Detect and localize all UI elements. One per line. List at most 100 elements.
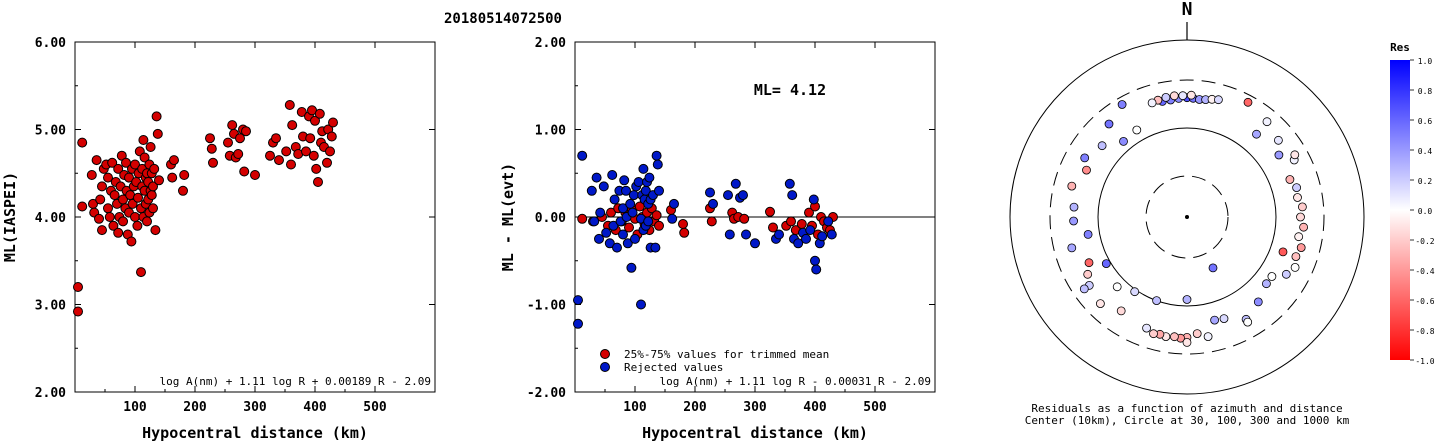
left-point-s0 bbox=[150, 225, 161, 236]
middle-point-s1 bbox=[805, 225, 816, 236]
left-point-s0 bbox=[328, 117, 338, 128]
polar-station-point bbox=[1084, 258, 1094, 268]
left-point-s0 bbox=[286, 159, 296, 170]
left-point-s0 bbox=[94, 213, 104, 224]
middle-point-s1 bbox=[811, 264, 822, 275]
middle-point-s0 bbox=[768, 222, 778, 233]
middle-formula: log A(nm) + 1.11 log R - 0.00031 R - 2.0… bbox=[659, 375, 931, 388]
middle-xtick-label: 200 bbox=[683, 400, 707, 415]
left-point-s0 bbox=[77, 137, 88, 148]
left-point-s0 bbox=[148, 181, 158, 192]
polar-caption-line2: Center (10km), Circle at 30, 100, 300 an… bbox=[1025, 414, 1350, 427]
middle-ytick-label: -2.00 bbox=[527, 386, 566, 401]
left-point-s0 bbox=[108, 220, 119, 231]
polar-station-point bbox=[1210, 315, 1219, 325]
middle-point-s1 bbox=[601, 227, 612, 238]
middle-point-s0 bbox=[739, 213, 750, 224]
left-point-s0 bbox=[73, 306, 83, 317]
polar-station-point bbox=[1083, 229, 1093, 239]
middle-xtick-label: 300 bbox=[743, 400, 767, 415]
middle-point-s1 bbox=[823, 216, 834, 227]
middle-point-s1 bbox=[619, 175, 630, 186]
middle-point-s1 bbox=[591, 172, 602, 183]
polar-station-point bbox=[1278, 247, 1288, 257]
legend-marker-trimmed bbox=[600, 349, 610, 359]
middle-point-s1 bbox=[627, 207, 638, 218]
left-point-s0 bbox=[138, 135, 149, 145]
colorbar-tick-label: 0.0 bbox=[1418, 207, 1433, 216]
left-point-s0 bbox=[241, 126, 251, 137]
middle-point-s1 bbox=[573, 318, 583, 329]
middle-point-s1 bbox=[644, 172, 655, 183]
left-point-s0 bbox=[73, 282, 83, 292]
middle-point-s1 bbox=[817, 231, 828, 242]
polar-station-point bbox=[1243, 317, 1253, 327]
middle-point-s1 bbox=[573, 295, 583, 306]
middle-point-s0 bbox=[678, 219, 688, 229]
polar-station-point bbox=[1169, 91, 1179, 101]
left-ytick-label: 3.00 bbox=[35, 299, 66, 314]
left-point-s0 bbox=[148, 203, 158, 214]
ml-annotation: ML= 4.12 bbox=[754, 81, 826, 99]
middle-point-s1 bbox=[651, 150, 662, 161]
middle-point-s1 bbox=[826, 229, 837, 240]
polar-station-point bbox=[1186, 90, 1196, 100]
polar-station-point bbox=[1083, 269, 1093, 279]
middle-point-s1 bbox=[724, 229, 735, 240]
polar-station-point bbox=[1281, 269, 1291, 279]
middle-point-s1 bbox=[586, 185, 597, 196]
left-point-s0 bbox=[103, 203, 113, 214]
middle-point-s0 bbox=[804, 207, 814, 218]
middle-point-s1 bbox=[604, 238, 615, 249]
left-point-s0 bbox=[142, 216, 152, 227]
left-point-s0 bbox=[308, 150, 319, 161]
middle-point-s1 bbox=[667, 213, 678, 224]
left-point-s0 bbox=[77, 201, 88, 212]
left-point-s0 bbox=[167, 172, 178, 183]
left-panel: 100 200 300 400 500 2.00 3.00 4.00 5.00 6.00 ML(I… bbox=[1, 36, 436, 441]
polar-panel: N Residuals as a function of azimuth and… bbox=[1009, 0, 1365, 427]
middle-point-s1 bbox=[774, 229, 784, 240]
middle-point-s0 bbox=[651, 210, 662, 221]
left-formula: log A(nm) + 1.11 log R + 0.00189 R - 2.0… bbox=[159, 375, 431, 388]
polar-station-point bbox=[1104, 119, 1114, 129]
left-point-s0 bbox=[235, 133, 245, 144]
polar-station-point bbox=[1214, 95, 1223, 105]
ring-30km bbox=[1145, 175, 1229, 259]
left-point-s0 bbox=[223, 137, 233, 148]
middle-point-s1 bbox=[633, 177, 644, 187]
colorbar-tick-label: -1.0 bbox=[1415, 357, 1434, 366]
polar-station-point bbox=[1294, 232, 1304, 242]
polar-station-point bbox=[1069, 216, 1078, 226]
left-point-s0 bbox=[124, 172, 134, 183]
left-point-s0 bbox=[284, 100, 295, 110]
left-point-s0 bbox=[311, 163, 322, 174]
left-point-s0 bbox=[132, 220, 143, 231]
middle-ytick-label: -1.00 bbox=[527, 299, 566, 314]
middle-x-axis-label: Hypocentral distance (km) bbox=[642, 424, 868, 441]
polar-station-point bbox=[1253, 297, 1263, 307]
left-point-s0 bbox=[314, 108, 325, 119]
polar-station-point bbox=[1082, 165, 1091, 175]
middle-axis-ticks: 100 200 300 400 500 -2.00 -1.00 0.00 1.00 2.00 bbox=[527, 36, 935, 415]
left-point-s0 bbox=[139, 152, 150, 163]
middle-point-s0 bbox=[679, 227, 690, 238]
middle-ytick-label: 2.00 bbox=[535, 36, 566, 51]
left-point-s0 bbox=[109, 190, 120, 201]
left-point-s0 bbox=[95, 194, 106, 205]
left-ytick-label: 6.00 bbox=[35, 36, 66, 51]
middle-point-s1 bbox=[652, 159, 663, 170]
middle-ytick-label: 0.00 bbox=[535, 211, 566, 226]
polar-station-point bbox=[1293, 193, 1302, 202]
left-point-s0 bbox=[178, 185, 188, 196]
middle-point-s1 bbox=[618, 229, 628, 240]
left-ytick-label: 4.00 bbox=[35, 211, 66, 226]
polar-points bbox=[1067, 90, 1308, 347]
middle-point-s0 bbox=[606, 207, 616, 218]
left-axis-ticks: 100 200 300 400 500 2.00 3.00 4.00 5.00 6.00 bbox=[35, 36, 435, 415]
polar-station-point bbox=[1079, 284, 1089, 294]
middle-point-s0 bbox=[765, 206, 775, 217]
polar-caption-line1: Residuals as a function of azimuth and d… bbox=[1031, 402, 1342, 415]
middle-ytick-label: 1.00 bbox=[535, 124, 566, 139]
